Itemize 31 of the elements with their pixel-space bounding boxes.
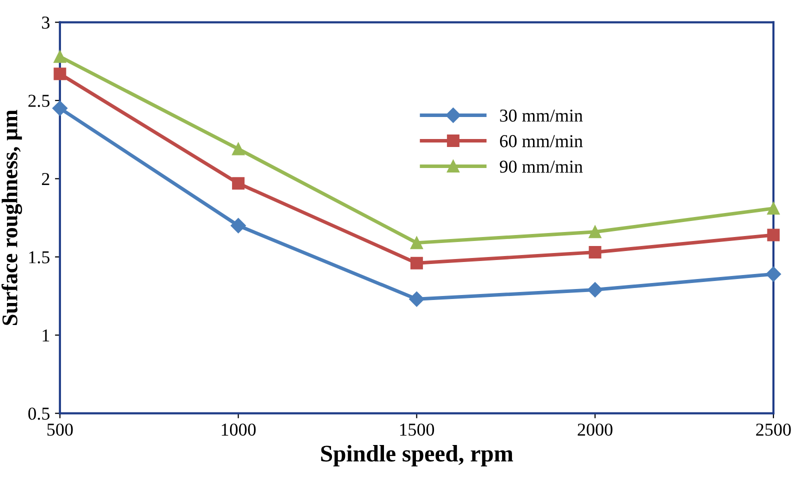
point [54, 50, 66, 63]
point [230, 218, 246, 234]
x-axis-title: Spindle speed, rpm [321, 444, 514, 466]
y-axis-title: Surface roughness, µm [2, 110, 22, 325]
point [767, 202, 780, 215]
y-tick-label: 1 [42, 329, 50, 342]
y-tick-label: 3 [42, 16, 50, 29]
x-tick-label: 1500 [400, 424, 434, 436]
y-tick-label: 2.5 [28, 94, 50, 108]
legend-label: 60 mm/min [500, 135, 583, 148]
point [232, 142, 245, 156]
point [52, 100, 68, 116]
x-tick-label: 2000 [578, 424, 612, 436]
y-tick-label: 1.5 [29, 251, 50, 264]
y-tick-label: 0.5 [28, 408, 50, 420]
y-tick-label: 2 [42, 173, 50, 185]
point [410, 256, 423, 270]
point [232, 177, 245, 190]
point [588, 226, 602, 238]
legend-label: 30 mm/min [500, 110, 583, 122]
point [767, 228, 780, 242]
point [588, 246, 602, 258]
point [409, 292, 424, 307]
x-tick-label: 500 [47, 424, 73, 436]
point [54, 68, 66, 80]
legend-label: 90 mm/min [500, 160, 583, 173]
point [587, 282, 603, 298]
x-tick-label: 2500 [756, 424, 791, 436]
x-tick-label: 1000 [222, 424, 256, 436]
point [766, 266, 781, 282]
point [410, 236, 423, 250]
